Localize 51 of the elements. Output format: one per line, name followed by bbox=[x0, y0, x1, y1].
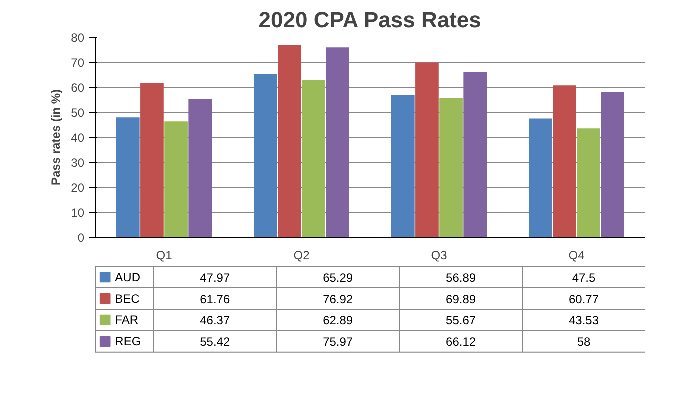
x-tick-label: Q4 bbox=[568, 248, 586, 262]
legend-label: FAR bbox=[115, 313, 139, 328]
bar bbox=[440, 98, 463, 238]
data-label: 55.42 bbox=[200, 335, 230, 350]
y-tick-label: 20 bbox=[71, 181, 85, 195]
y-tick-label: 40 bbox=[71, 131, 85, 145]
y-axis-title: Pass rates (in %) bbox=[49, 89, 64, 186]
data-label: 69.89 bbox=[446, 292, 476, 306]
bar bbox=[254, 74, 278, 238]
data-label: 65.29 bbox=[323, 270, 354, 285]
data-label: 58 bbox=[577, 335, 592, 350]
chart-title: 2020 CPA Pass Rates bbox=[258, 8, 482, 32]
data-label: 43.53 bbox=[569, 314, 600, 328]
x-tick-label: Q2 bbox=[294, 248, 310, 262]
data-label: 47.97 bbox=[200, 270, 230, 285]
bar bbox=[116, 118, 140, 238]
y-tick-label: 0 bbox=[78, 231, 85, 245]
data-label: 56.89 bbox=[446, 270, 476, 285]
bar bbox=[164, 122, 188, 238]
bar bbox=[140, 83, 164, 238]
data-label: 76.92 bbox=[323, 292, 354, 306]
x-tick-label: Q1 bbox=[156, 248, 173, 262]
data-label: 46.37 bbox=[200, 314, 230, 328]
bar bbox=[464, 72, 488, 238]
data-label: 60.77 bbox=[569, 292, 600, 306]
legend-label: BEC bbox=[115, 292, 140, 306]
y-tick-label: 60 bbox=[71, 81, 85, 95]
bar bbox=[188, 98, 212, 238]
bar bbox=[391, 95, 415, 238]
bar bbox=[326, 48, 350, 238]
bar bbox=[577, 128, 600, 238]
legend-label: REG bbox=[115, 334, 142, 349]
bar bbox=[601, 92, 625, 238]
data-label: 61.76 bbox=[200, 292, 230, 306]
data-label: 47.5 bbox=[572, 270, 596, 285]
y-tick-label: 70 bbox=[71, 56, 85, 70]
data-label: 75.97 bbox=[323, 335, 354, 350]
y-tick-label: 30 bbox=[71, 156, 85, 170]
bar bbox=[416, 62, 439, 238]
y-tick-label: 80 bbox=[71, 31, 85, 45]
bar bbox=[528, 118, 552, 238]
legend-label: AUD bbox=[115, 270, 141, 284]
bar bbox=[278, 45, 302, 238]
y-tick-label: 50 bbox=[71, 106, 85, 120]
data-label: 66.12 bbox=[446, 335, 476, 350]
x-tick-label: Q3 bbox=[431, 248, 448, 262]
y-tick-label: 10 bbox=[71, 206, 85, 220]
data-label: 55.67 bbox=[446, 314, 476, 328]
bar bbox=[302, 80, 326, 238]
bar bbox=[553, 86, 576, 238]
data-label: 62.89 bbox=[323, 314, 354, 328]
